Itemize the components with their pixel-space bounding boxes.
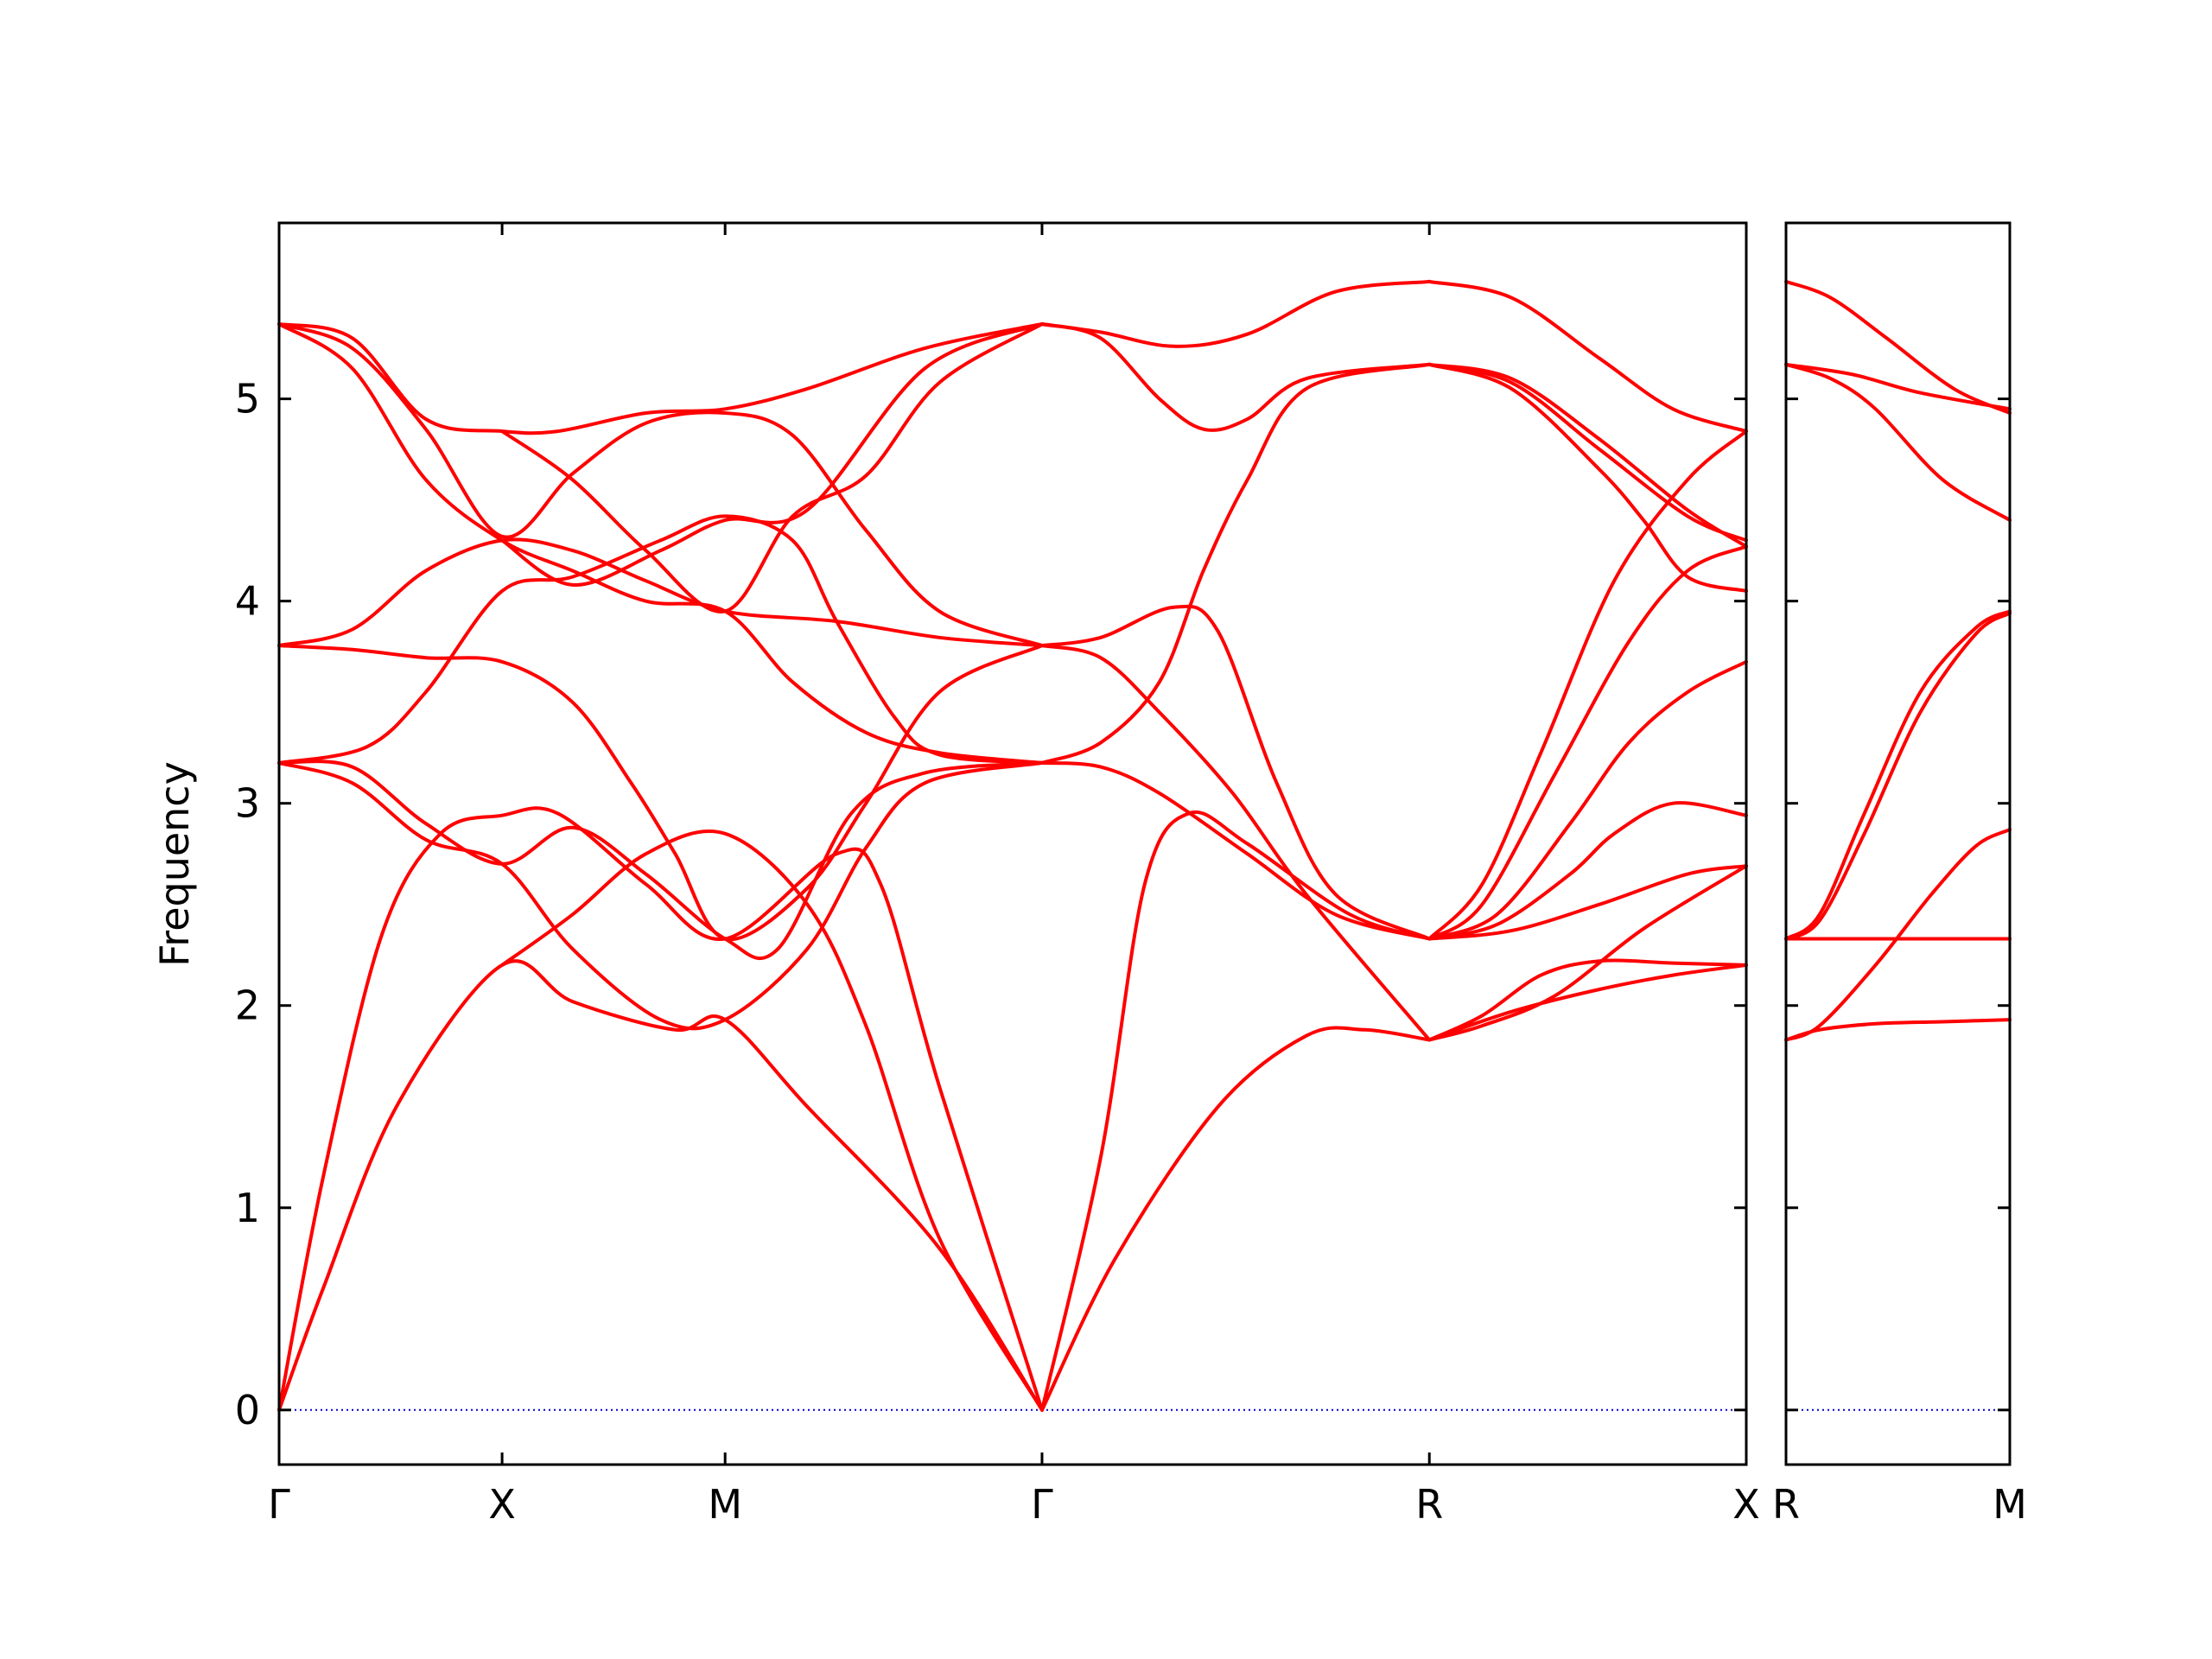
x-tick-label: R [1415, 1481, 1443, 1528]
x-tick-label: R [1772, 1481, 1800, 1528]
x-tick-label: X [488, 1481, 516, 1528]
phonon-band-line [1040, 322, 1432, 432]
phonon-band-line [1784, 828, 2012, 1042]
phonon-band-line [1427, 362, 1748, 549]
phonon-band-line [500, 322, 1044, 587]
phonon-band-line [277, 322, 1044, 648]
phonon-band-line [1784, 362, 2012, 411]
phonon-band-line [500, 829, 1044, 1412]
plot-frame [277, 221, 1748, 1466]
phonon-band-line [1427, 659, 1748, 941]
phonon-band-line [1040, 760, 1432, 941]
phonon-band-line [1427, 279, 1748, 434]
x-tick-label: Γ [268, 1481, 290, 1528]
phonon-band-line [1427, 362, 1748, 543]
y-tick-label: 4 [235, 578, 260, 625]
phonon-band-line [1427, 429, 1748, 941]
y-tick-label: 0 [235, 1387, 260, 1433]
x-tick-label: M [708, 1481, 742, 1528]
x-tick-label: X [1732, 1481, 1760, 1528]
phonon-band-line [277, 514, 1044, 765]
phonon-band-line [1040, 810, 1432, 1412]
plot-frame [1784, 221, 2012, 1466]
phonon-band-line [277, 644, 1044, 942]
phonon-band-line [277, 322, 1044, 435]
main-path-panel: 0 1 2 3 4 5 Γ X M Γ R X [235, 221, 1760, 1528]
phonon-band-line [277, 760, 1044, 1031]
y-tick-label: 1 [235, 1185, 260, 1231]
y-tick-label: 3 [235, 780, 260, 827]
y-tick-label: 5 [235, 376, 260, 423]
phonon-band-line [1784, 362, 2012, 522]
phonon-band-line [1427, 801, 1748, 941]
phonon-band-line [1040, 362, 1432, 765]
phonon-band-line [1427, 362, 1748, 593]
y-axis-label: Frequency [151, 761, 198, 967]
phonon-band-line [1040, 1026, 1432, 1412]
phonon-band-line [1784, 279, 2012, 415]
phonon-band-line [1427, 864, 1748, 1042]
phonon-band-line [277, 322, 1044, 765]
phonon-band-line [277, 806, 1044, 1412]
phonon-band-line [1784, 611, 2012, 941]
phonon-band-line [277, 959, 1044, 1412]
phonon-band-line [1784, 1018, 2012, 1042]
phonon-band-line [1427, 963, 1748, 1042]
phonon-band-line [1427, 544, 1748, 941]
phonon-band-line [1040, 604, 1432, 941]
phonon-band-line [277, 760, 1044, 961]
phonon-band-line [500, 322, 1044, 613]
phonon-band-line [1427, 958, 1748, 1042]
y-tick-label: 2 [235, 982, 260, 1029]
phonon-band-line [1040, 279, 1432, 348]
phonon-band-line [1784, 609, 2012, 941]
x-tick-label: Γ [1031, 1481, 1053, 1528]
phonon-band-line [1040, 644, 1432, 1042]
x-tick-label: M [1993, 1481, 2027, 1528]
phonon-band-line [1427, 864, 1748, 941]
